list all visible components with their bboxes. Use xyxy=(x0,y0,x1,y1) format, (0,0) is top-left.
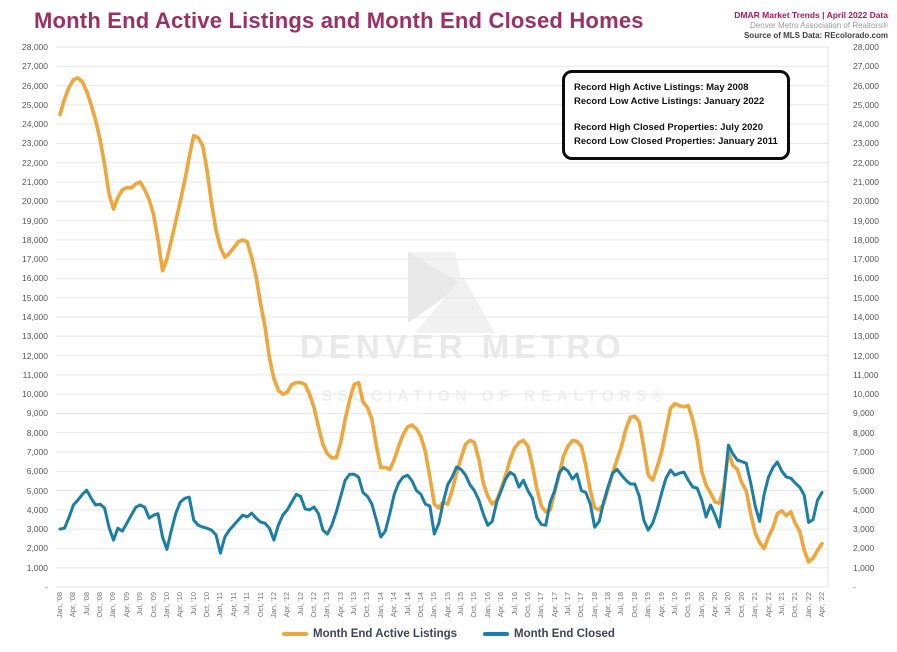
y-tick-label-right: 11,000 xyxy=(853,369,879,380)
y-tick-label-left: 28,000 xyxy=(22,42,48,52)
closed-line xyxy=(58,443,824,555)
y-tick-label-right: 21,000 xyxy=(853,177,879,187)
y-tick-label-left: 2,000 xyxy=(26,543,48,554)
header-association-name: Denver Metro Association of Realtors® xyxy=(750,20,888,30)
y-tick-label-right: 4,000 xyxy=(853,504,875,515)
y-tick-label-left: 7,000 xyxy=(26,447,48,457)
y-tick-label-right: - xyxy=(853,582,856,592)
y-tick-label-left: 15,000 xyxy=(22,292,48,303)
y-tick-label-right: 6,000 xyxy=(853,466,875,477)
annotation-record-low-active: Record Low Active Listings: January 2022 xyxy=(574,96,765,108)
y-tick-label-left: 10,000 xyxy=(22,389,48,400)
y-tick-label-right: 19,000 xyxy=(853,215,879,226)
y-tick-label-right: 15,000 xyxy=(853,292,879,303)
y-tick-label-right: 23,000 xyxy=(853,138,879,149)
y-tick-label-left: 22,000 xyxy=(22,157,48,168)
y-tick-label-right: 10,000 xyxy=(853,389,879,400)
y-tick-label-left: 1,000 xyxy=(26,562,48,573)
y-tick-label-right: 16,000 xyxy=(853,273,879,284)
chart-title: Month End Active Listings and Month End … xyxy=(34,8,644,33)
annotation-spacer xyxy=(574,110,778,121)
y-tick-label-left: 19,000 xyxy=(22,215,48,226)
y-tick-label-right: 26,000 xyxy=(853,80,879,91)
y-tick-label-right: 2,000 xyxy=(853,543,875,554)
y-tick-label-right: 18,000 xyxy=(853,234,879,245)
y-tick-label-right: 8,000 xyxy=(853,427,875,438)
legend-item-active-listings: Month End Active Listings xyxy=(282,628,457,640)
y-tick-label-right: 28,000 xyxy=(853,42,879,52)
dmar-watermark-logo xyxy=(408,252,495,333)
annotation-record-high-closed: Record High Closed Properties: July 2020 xyxy=(574,121,764,133)
y-tick-label-right: 12,000 xyxy=(853,350,879,361)
closed-legend-swatch xyxy=(483,632,510,636)
y-tick-label-left: 14,000 xyxy=(22,312,48,322)
y-tick-label-left: 9,000 xyxy=(26,408,48,419)
y-tick-label-right: 27,000 xyxy=(853,61,879,72)
y-tick-label-left: 26,000 xyxy=(22,80,48,91)
header-source: Source of MLS Data: REcolorado.com xyxy=(743,30,888,40)
active-listings-line xyxy=(58,76,824,564)
y-tick-label-right: 3,000 xyxy=(853,524,875,535)
y-tick-label-right: 13,000 xyxy=(853,331,879,342)
y-tick-label-left: 3,000 xyxy=(26,524,48,535)
y-tick-label-left: 21,000 xyxy=(22,177,48,187)
y-tick-label-right: 25,000 xyxy=(853,99,879,110)
y-tick-label-right: 1,000 xyxy=(853,562,875,573)
legend-item-closed: Month End Closed xyxy=(483,628,615,640)
y-tick-label-left: 20,000 xyxy=(22,196,48,207)
y-tick-label-left: 23,000 xyxy=(22,138,48,149)
y-tick-label-left: 25,000 xyxy=(22,99,48,110)
closed-legend-label: Month End Closed xyxy=(514,628,615,640)
y-tick-label-left: - xyxy=(45,582,48,592)
y-tick-label-left: 24,000 xyxy=(22,119,48,130)
y-tick-label-left: 8,000 xyxy=(26,427,48,438)
y-tick-label-right: 9,000 xyxy=(853,408,875,419)
y-tick-label-right: 20,000 xyxy=(853,196,879,207)
y-tick-label-right: 22,000 xyxy=(853,157,879,168)
y-tick-label-right: 14,000 xyxy=(853,312,879,322)
y-tick-label-right: 24,000 xyxy=(853,119,879,130)
active-listings-legend-swatch xyxy=(282,632,309,636)
header-market-trends: DMAR Market Trends | April 2022 Data xyxy=(734,10,888,20)
y-tick-label-right: 7,000 xyxy=(853,447,875,457)
y-tick-label-left: 12,000 xyxy=(22,350,48,361)
record-annotation-box: Record High Active Listings: May 2008 Re… xyxy=(562,70,790,160)
y-tick-label-left: 16,000 xyxy=(22,273,48,284)
active-listings-legend-label: Month End Active Listings xyxy=(313,628,458,640)
y-tick-label-left: 11,000 xyxy=(22,369,48,380)
chart-legend: Month End Active Listings Month End Clos… xyxy=(0,628,897,640)
y-tick-label-right: 17,000 xyxy=(853,254,879,265)
y-tick-label-left: 5,000 xyxy=(26,485,48,496)
y-tick-label-right: 5,000 xyxy=(853,485,875,496)
watermark-text-denver-metro: DENVER METRO xyxy=(300,328,626,365)
watermark-text-association: ASSOCIATION OF REALTORS® xyxy=(305,388,669,405)
y-tick-label-left: 17,000 xyxy=(22,254,48,265)
y-tick-label-left: 6,000 xyxy=(26,466,48,477)
annotation-record-high-active: Record High Active Listings: May 2008 xyxy=(574,82,749,93)
y-tick-label-left: 13,000 xyxy=(22,331,48,342)
y-tick-label-left: 18,000 xyxy=(22,234,48,245)
annotation-record-low-closed: Record Low Closed Properties: January 20… xyxy=(574,135,778,147)
header-right-block: DMAR Market Trends | April 2022 Data Den… xyxy=(734,10,888,41)
y-tick-label-left: 27,000 xyxy=(22,61,48,72)
y-tick-label-left: 4,000 xyxy=(26,504,48,515)
